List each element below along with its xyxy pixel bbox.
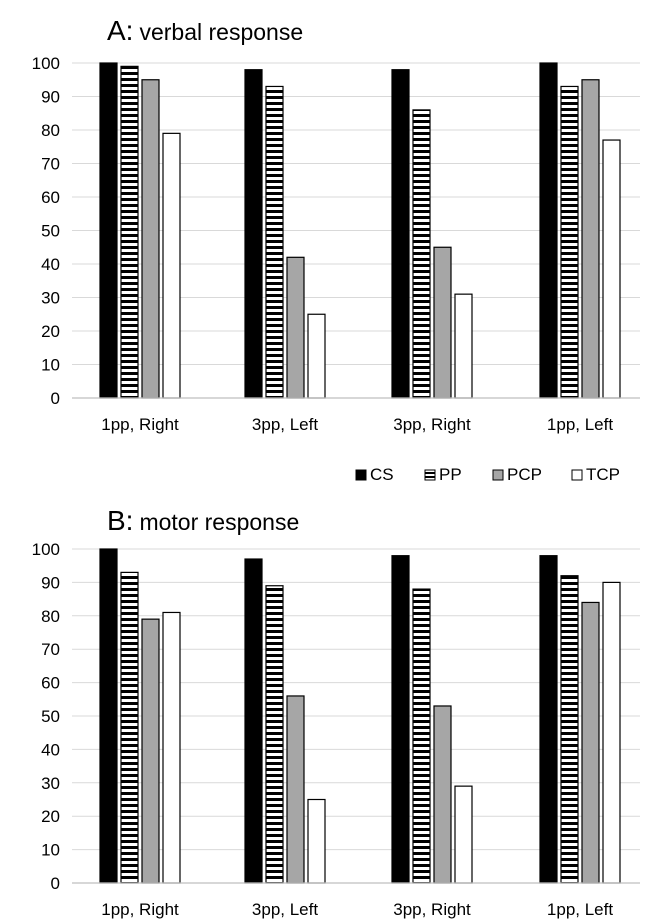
panel-a-bar-pp-3pp-right <box>412 109 431 399</box>
legend-label-pcp: PCP <box>507 465 542 484</box>
legend-swatch-pp <box>424 469 436 481</box>
panel-b-bar-cs-3pp-left <box>244 558 263 884</box>
panel-a-ytick-0: 0 <box>51 389 60 408</box>
panel-a-bar-pcp-3pp-right <box>433 246 452 399</box>
panel-b-category-label: 3pp, Left <box>252 900 318 919</box>
panel-b-category-label: 1pp, Right <box>101 900 179 919</box>
panel-b-bar-cs-1pp-right <box>99 548 118 884</box>
panel-a-ytick-10: 10 <box>41 356 60 375</box>
legend-swatch-tcp <box>571 469 583 481</box>
legend-label-pp: PP <box>439 465 462 484</box>
panel-b-ytick-30: 30 <box>41 774 60 793</box>
panel-b-bar-pcp-1pp-left <box>581 601 600 884</box>
panel-b-ytick-80: 80 <box>41 607 60 626</box>
panel-b-bar-pcp-3pp-left <box>286 695 305 884</box>
panel-b-bar-tcp-3pp-left <box>307 798 326 884</box>
panel-a-bar-pcp-1pp-right <box>141 79 160 399</box>
panel-b-category-label: 1pp, Left <box>547 900 613 919</box>
panel-a-bar-cs-3pp-right <box>391 69 410 399</box>
panel-a-category-label: 3pp, Left <box>252 415 318 434</box>
panel-a-bar-cs-3pp-left <box>244 69 263 399</box>
panel-a-bar-cs-1pp-right <box>99 62 118 399</box>
panel-a-bar-pcp-3pp-left <box>286 256 305 399</box>
panel-a-ytick-30: 30 <box>41 289 60 308</box>
panel-a-bar-tcp-1pp-left <box>602 139 621 399</box>
legend: CS PP PCP TCP <box>355 465 620 484</box>
panel-b-bar-pcp-1pp-right <box>141 618 160 884</box>
panel-b-bar-tcp-3pp-right <box>454 785 473 884</box>
panel-b-ytick-100: 100 <box>32 540 60 559</box>
panel-a-bar-pp-1pp-left <box>560 85 579 399</box>
panel-b-bar-cs-1pp-left <box>539 555 558 884</box>
panel-a-category-label: 1pp, Right <box>101 415 179 434</box>
panel-a-ytick-60: 60 <box>41 188 60 207</box>
panel-b-bar-pp-3pp-right <box>412 588 431 884</box>
panel-a-bar-cs-1pp-left <box>539 62 558 399</box>
panel-b-ytick-50: 50 <box>41 707 60 726</box>
panel-a-category-label: 3pp, Right <box>393 415 471 434</box>
panel-a-bar-tcp-1pp-right <box>162 132 181 399</box>
panel-b-bar-cs-3pp-right <box>391 555 410 884</box>
panel-b-title: B: motor response <box>107 505 299 536</box>
legend-label-cs: CS <box>370 465 394 484</box>
legend-label-tcp: TCP <box>586 465 620 484</box>
panel-a-bar-tcp-3pp-right <box>454 293 473 399</box>
panel-b-ytick-0: 0 <box>51 874 60 893</box>
panel-a-ytick-50: 50 <box>41 222 60 241</box>
panel-a-bar-tcp-3pp-left <box>307 313 326 399</box>
panel-a-ytick-90: 90 <box>41 88 60 107</box>
panel-b-ytick-40: 40 <box>41 740 60 759</box>
legend-swatch-pcp <box>492 469 504 481</box>
panel-a-ytick-20: 20 <box>41 322 60 341</box>
panel-b-bar-pp-1pp-left <box>560 575 579 884</box>
panel-a-plot: 0 10 20 30 40 50 60 70 80 90 100 1pp, Right 3pp, Lef… <box>32 54 640 434</box>
panel-b-ytick-70: 70 <box>41 640 60 659</box>
panel-a-bar-pp-3pp-left <box>265 85 284 399</box>
panel-b-ytick-20: 20 <box>41 807 60 826</box>
legend-swatch-cs <box>355 469 367 481</box>
panel-a-title: A: verbal response <box>107 15 303 46</box>
panel-b-bar-pp-1pp-right <box>120 571 139 884</box>
panel-a-ytick-70: 70 <box>41 155 60 174</box>
panel-b-bar-pp-3pp-left <box>265 585 284 884</box>
panel-a-category-label: 1pp, Left <box>547 415 613 434</box>
panel-b-category-label: 3pp, Right <box>393 900 471 919</box>
panel-b-bar-tcp-1pp-left <box>602 581 621 884</box>
panel-a-ytick-40: 40 <box>41 255 60 274</box>
panel-b-ytick-60: 60 <box>41 674 60 693</box>
panel-a-ytick-80: 80 <box>41 121 60 140</box>
panel-a-ytick-100: 100 <box>32 54 60 73</box>
panel-b-ytick-90: 90 <box>41 573 60 592</box>
panel-b-ytick-10: 10 <box>41 841 60 860</box>
panel-b-plot: 0 10 20 30 40 50 60 70 80 90 100 1pp, Right 3pp, Lef… <box>32 540 640 919</box>
panel-b-bar-tcp-1pp-right <box>162 611 181 884</box>
panel-a-bar-pcp-1pp-left <box>581 79 600 399</box>
panel-a-bar-pp-1pp-right <box>120 65 139 399</box>
panel-b-bar-pcp-3pp-right <box>433 705 452 884</box>
